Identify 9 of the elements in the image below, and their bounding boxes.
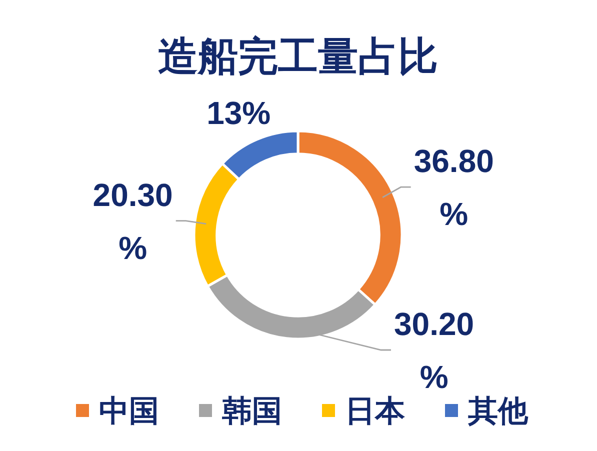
chart-title: 造船完工量占比	[158, 34, 438, 80]
data-label: 30.20%	[394, 306, 474, 395]
data-label: 13%	[206, 94, 271, 131]
data-label: 36.80%	[414, 143, 494, 232]
legend-label: 其他	[467, 394, 529, 429]
legend-label: 中国	[99, 394, 159, 429]
legend-label: 韩国	[221, 394, 282, 429]
legend-label: 日本	[345, 394, 406, 429]
data-label: 20.30%	[92, 176, 173, 266]
